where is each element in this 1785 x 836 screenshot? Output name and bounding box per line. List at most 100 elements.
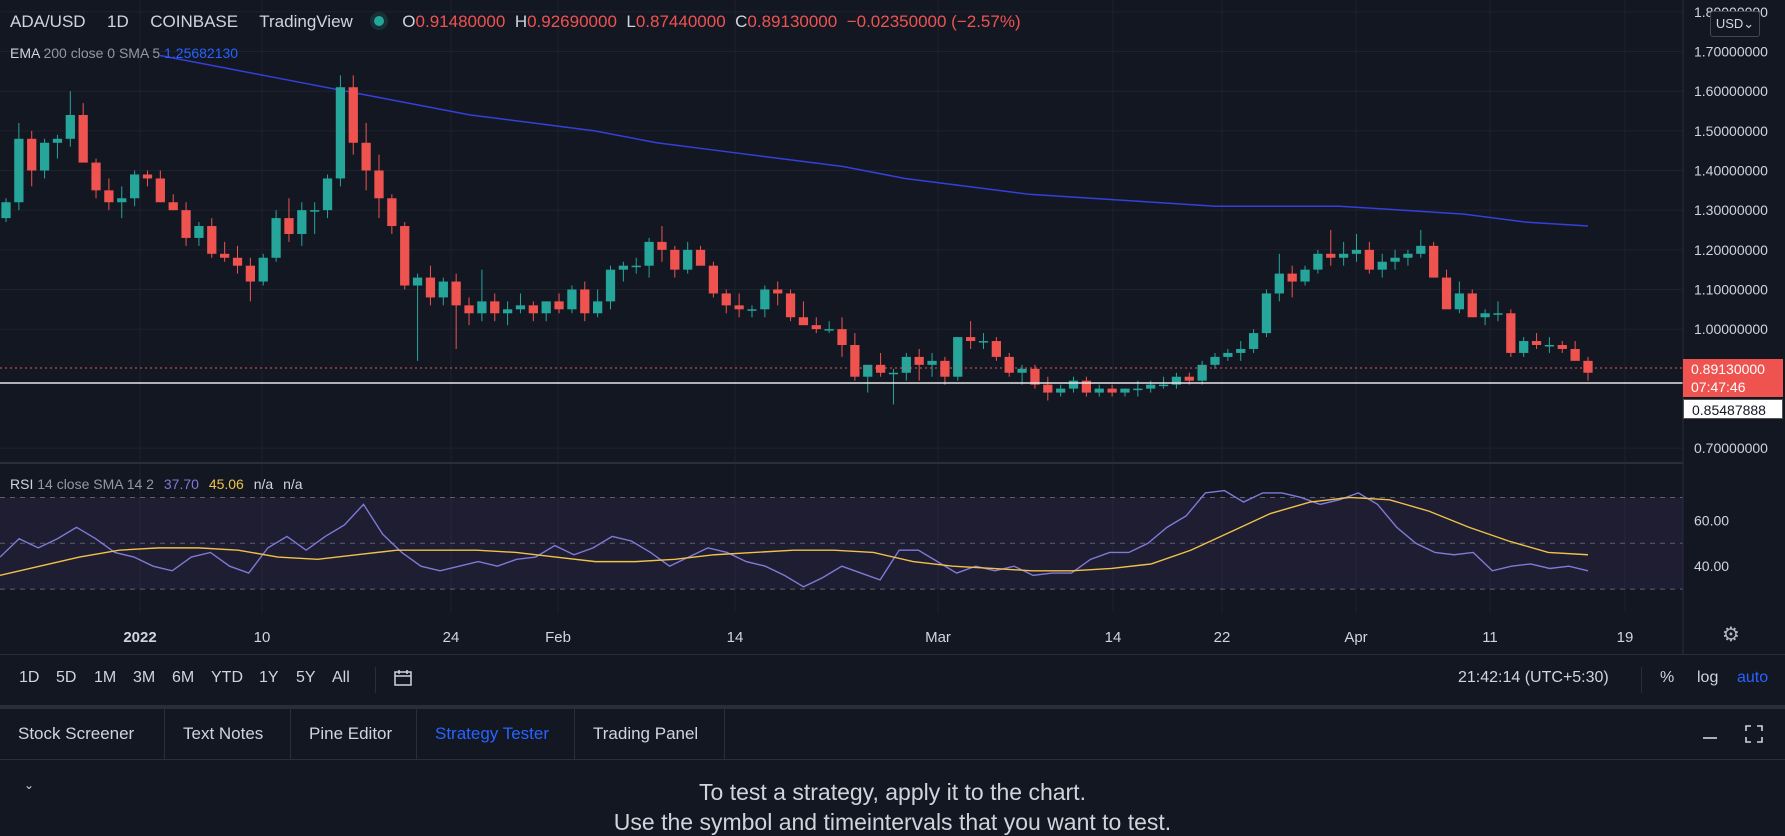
candle-body: [1583, 360, 1593, 373]
candle-body: [605, 269, 616, 302]
candle-body: [1017, 368, 1027, 373]
candle-body: [953, 337, 963, 377]
candle-body: [567, 289, 577, 310]
candle-body: [65, 115, 75, 139]
candle-body: [181, 210, 191, 238]
tab-stock-screener[interactable]: Stock Screener ⌄: [0, 709, 165, 792]
panel-message: To test a strategy, apply it to the char…: [699, 779, 1086, 805]
candle-body: [901, 356, 911, 373]
candle-body: [168, 202, 178, 211]
candle-body: [541, 301, 551, 314]
tab-trading-panel[interactable]: Trading Panel: [575, 709, 725, 759]
candle-body: [991, 341, 1001, 357]
range-5y[interactable]: 5Y: [296, 669, 316, 686]
candle-body: [400, 226, 410, 286]
ema-legend[interactable]: EMA 200 close 0 SMA 5 1.25682130: [10, 45, 238, 61]
log-toggle[interactable]: log: [1697, 669, 1719, 686]
candle-body: [502, 309, 513, 314]
candle-body: [1377, 261, 1387, 270]
candle-body: [1531, 341, 1542, 345]
clock[interactable]: 21:42:14 (UTC+5:30): [1458, 669, 1609, 686]
candle-body: [104, 190, 114, 203]
candle-body: [477, 301, 487, 314]
candle-body: [1146, 384, 1156, 389]
candle-body: [1429, 245, 1439, 278]
candle-body: [39, 142, 50, 171]
candle-body: [1274, 273, 1284, 294]
range-3m[interactable]: 3M: [133, 669, 156, 686]
candle-body: [966, 337, 976, 342]
chart-canvas[interactable]: 1.800000001.700000001.600000001.50000000…: [0, 0, 1785, 654]
candle-body: [824, 329, 834, 331]
range-6m[interactable]: 6M: [172, 669, 195, 686]
tab-strategy-tester[interactable]: Strategy Tester: [417, 709, 575, 759]
candle-body: [863, 364, 873, 377]
tab-pine-editor[interactable]: Pine Editor: [291, 709, 417, 759]
candle-body: [1236, 348, 1246, 353]
candle-body: [618, 265, 628, 270]
candle-body: [322, 178, 333, 211]
price-tick-label: 0.70000000: [1694, 440, 1768, 456]
tab-text-notes[interactable]: Text Notes: [165, 709, 291, 759]
rsi-na-1: n/a: [253, 476, 274, 492]
candle-body: [1338, 253, 1349, 258]
candle-body: [1351, 249, 1362, 254]
time-tick-label: 24: [443, 629, 460, 646]
price-tick-label: 1.60000000: [1694, 83, 1768, 99]
candle-body: [1313, 253, 1323, 270]
candle-body: [438, 281, 448, 298]
price-tick-label: 1.50000000: [1694, 123, 1768, 139]
chevron-down-icon: ⌄: [24, 778, 35, 792]
candle-body: [1390, 257, 1400, 262]
candle-body: [1056, 388, 1066, 393]
time-tick-label: Feb: [545, 629, 571, 646]
candle-body: [528, 305, 538, 314]
candle-body: [1519, 341, 1529, 353]
candle-body: [245, 265, 256, 282]
candle-body: [232, 257, 243, 266]
price-tick-label: 1.00000000: [1694, 321, 1768, 337]
percent-toggle[interactable]: %: [1660, 669, 1675, 686]
rsi-ma-value: 45.06: [208, 476, 244, 492]
candle-body: [1081, 380, 1092, 393]
candle-body: [593, 301, 603, 314]
range-all[interactable]: All: [332, 669, 350, 686]
bar-countdown: 07:47:46: [1691, 379, 1746, 395]
auto-toggle[interactable]: auto: [1737, 669, 1769, 686]
candle-body: [1004, 356, 1014, 373]
rsi-legend[interactable]: RSI 14 close SMA 14 2 37.70 45.06 n/a n/…: [10, 476, 303, 492]
range-1y[interactable]: 1Y: [259, 669, 279, 686]
candle-body: [1570, 348, 1580, 361]
candle-body: [1416, 245, 1426, 254]
interval[interactable]: 1D: [107, 12, 129, 31]
currency-button[interactable]: USD⌄: [1710, 11, 1760, 37]
symbol-legend: ADA/USD 1D COINBASE TradingView O0.91480…: [10, 12, 1021, 32]
rsi-tick-label: 60.00: [1694, 512, 1729, 528]
range-1d[interactable]: 1D: [19, 669, 40, 686]
candle-body: [773, 289, 783, 294]
range-5d[interactable]: 5D: [56, 669, 77, 686]
candle-body: [91, 162, 101, 191]
candle-body: [14, 138, 24, 203]
candle-body: [1120, 388, 1130, 393]
platform: TradingView: [259, 12, 353, 31]
candle-body: [631, 265, 641, 268]
candle-body: [412, 277, 423, 286]
candle-body: [155, 178, 165, 203]
candle-body: [1, 202, 11, 219]
range-1m[interactable]: 1M: [94, 669, 117, 686]
candle-body: [1403, 253, 1413, 258]
candle-body: [644, 241, 654, 266]
range-ytd[interactable]: YTD: [211, 669, 243, 686]
price-change: −0.02350000 (−2.57%): [846, 12, 1021, 31]
candle-body: [1197, 364, 1207, 381]
calendar-icon[interactable]: [393, 668, 413, 688]
maximize-icon[interactable]: [1744, 724, 1764, 744]
minimize-icon[interactable]: [1700, 724, 1720, 744]
exchange: COINBASE: [150, 12, 239, 31]
gear-icon[interactable]: ⚙: [1722, 624, 1740, 646]
symbol-name[interactable]: ADA/USD: [10, 12, 86, 31]
ema-value: 1.25682130: [164, 45, 239, 61]
panel-message-2: Use the symbol and timeintervals that yo…: [613, 809, 1172, 835]
ema-label: EMA: [10, 45, 40, 61]
